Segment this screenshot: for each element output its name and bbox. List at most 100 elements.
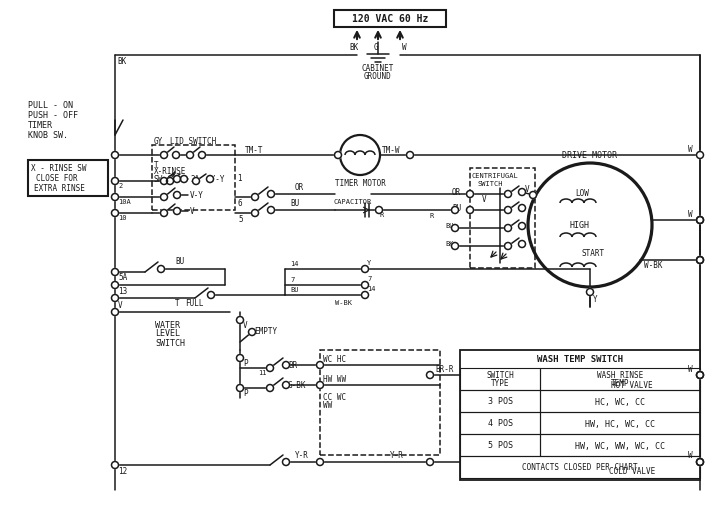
Text: LID SWITCH: LID SWITCH <box>170 136 216 146</box>
Text: Y: Y <box>367 260 371 266</box>
Text: HW WW: HW WW <box>323 376 346 384</box>
Circle shape <box>111 295 119 301</box>
Circle shape <box>237 317 243 324</box>
Text: 7: 7 <box>290 277 294 283</box>
Circle shape <box>697 257 703 264</box>
Text: T: T <box>175 298 180 307</box>
Text: HW, HC, WC, CC: HW, HC, WC, CC <box>585 419 655 429</box>
Circle shape <box>317 361 323 369</box>
Bar <box>152 145 235 210</box>
Text: 7: 7 <box>367 276 371 282</box>
Text: BK: BK <box>349 43 358 52</box>
Circle shape <box>167 178 173 184</box>
Circle shape <box>697 152 703 158</box>
Circle shape <box>282 382 290 388</box>
Text: R: R <box>430 213 434 219</box>
Text: 5A: 5A <box>118 273 127 282</box>
Circle shape <box>362 292 368 298</box>
Text: CENTRIFUGAL: CENTRIFUGAL <box>472 173 519 179</box>
Text: 14: 14 <box>290 261 298 267</box>
Circle shape <box>505 224 512 232</box>
Circle shape <box>518 240 526 247</box>
Bar <box>540 434 700 456</box>
Circle shape <box>237 384 243 391</box>
Bar <box>460 368 540 390</box>
Bar <box>320 350 440 455</box>
Text: W-BK: W-BK <box>335 300 352 306</box>
Circle shape <box>317 382 323 388</box>
Circle shape <box>266 364 274 372</box>
Bar <box>28 160 108 196</box>
Text: GY-Y: GY-Y <box>207 175 226 184</box>
Circle shape <box>505 242 512 249</box>
Bar <box>460 434 540 456</box>
Text: BU: BU <box>175 258 184 267</box>
Text: V: V <box>243 321 248 329</box>
Text: WATER: WATER <box>155 321 180 329</box>
Circle shape <box>111 152 119 158</box>
Bar <box>460 456 700 478</box>
Text: W-BK: W-BK <box>644 262 662 270</box>
Text: TM-W: TM-W <box>382 146 400 155</box>
Text: HIGH: HIGH <box>570 220 590 230</box>
Text: WASH RINSE: WASH RINSE <box>597 372 643 381</box>
Text: HC, WC, CC: HC, WC, CC <box>595 398 645 407</box>
Text: BK: BK <box>445 241 454 247</box>
Text: SWITCH: SWITCH <box>478 181 504 187</box>
Text: 10: 10 <box>118 215 127 221</box>
Text: W: W <box>688 210 692 218</box>
Circle shape <box>207 292 215 298</box>
Circle shape <box>451 242 459 249</box>
Text: CC WC: CC WC <box>323 393 346 403</box>
Text: WASH TEMP SWITCH: WASH TEMP SWITCH <box>537 355 623 364</box>
Text: BU: BU <box>290 287 298 293</box>
Circle shape <box>362 281 368 289</box>
Text: X - RINSE SW: X - RINSE SW <box>31 163 87 173</box>
Text: OR: OR <box>295 183 304 191</box>
Text: 120 VAC 60 Hz: 120 VAC 60 Hz <box>352 14 428 23</box>
Text: LEVEL: LEVEL <box>155 329 180 338</box>
Circle shape <box>451 207 459 213</box>
Text: CONTACTS CLOSED PER CHART: CONTACTS CLOSED PER CHART <box>522 464 638 472</box>
Circle shape <box>181 176 188 183</box>
Circle shape <box>697 372 703 379</box>
Text: BU: BU <box>452 204 462 212</box>
Text: 5: 5 <box>238 214 242 223</box>
Text: KNOB SW.: KNOB SW. <box>28 130 68 139</box>
Text: PUSH - OFF: PUSH - OFF <box>28 110 78 120</box>
Circle shape <box>451 224 459 232</box>
Circle shape <box>697 459 703 466</box>
Bar <box>334 10 446 27</box>
Bar <box>540 368 700 390</box>
Text: V: V <box>118 301 122 310</box>
Text: EMPTY: EMPTY <box>254 327 277 336</box>
Text: W: W <box>688 364 692 374</box>
Text: 2: 2 <box>118 183 122 189</box>
Text: BK: BK <box>117 57 126 66</box>
Text: R: R <box>379 212 383 218</box>
Circle shape <box>160 210 167 216</box>
Text: SWITCH: SWITCH <box>486 372 514 381</box>
Text: 3 POS: 3 POS <box>488 398 513 407</box>
Circle shape <box>173 152 180 158</box>
Circle shape <box>406 152 414 158</box>
Text: COLD VALVE: COLD VALVE <box>609 467 655 476</box>
Text: X-RINSE: X-RINSE <box>154 166 186 176</box>
Circle shape <box>199 152 205 158</box>
Circle shape <box>427 459 433 466</box>
Circle shape <box>376 207 382 213</box>
Text: SWITCH: SWITCH <box>155 338 185 348</box>
Circle shape <box>518 188 526 195</box>
Circle shape <box>267 190 274 197</box>
Text: 4 POS: 4 POS <box>488 419 513 429</box>
Text: BU: BU <box>445 223 454 229</box>
Circle shape <box>173 176 181 183</box>
Circle shape <box>697 459 703 466</box>
Text: DRIVE MOTOR: DRIVE MOTOR <box>563 151 617 159</box>
Circle shape <box>192 178 199 184</box>
Text: Y-R: Y-R <box>295 450 309 460</box>
Circle shape <box>157 266 165 272</box>
Text: W: W <box>402 43 407 52</box>
Circle shape <box>467 207 473 213</box>
Text: T: T <box>154 160 159 169</box>
